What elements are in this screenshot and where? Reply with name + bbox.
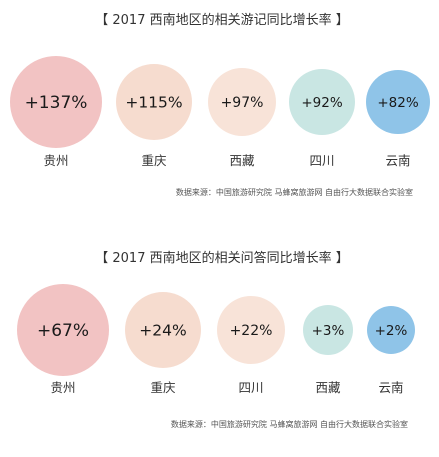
chart-2-value-label-2: +24%	[139, 322, 186, 340]
chart-1-category-label-1: 贵州	[43, 153, 68, 168]
chart-1-value-label-2: +115%	[125, 94, 182, 112]
chart-1-bubble-5	[366, 70, 430, 134]
chart-2-bubble-3	[217, 296, 285, 364]
chart-1-bubble-4	[289, 69, 355, 135]
chart-1-value-label-5: +82%	[377, 95, 418, 111]
chart-2-title: 【 2017 西南地区的相关问答同比增长率 】	[95, 250, 348, 266]
chart-2-bubble-2	[125, 292, 201, 368]
chart-1-bubbles: +137% 贵州 +115% 重庆 +97% 西藏 +92% 四川 +82% 云南	[10, 56, 430, 168]
chart-1-value-label-3: +97%	[221, 95, 264, 111]
chart-1: 【 2017 西南地区的相关游记同比增长率 】 +137% 贵州 +115% 重庆 +9…	[10, 12, 430, 197]
chart-2-category-label-2: 重庆	[150, 380, 176, 395]
chart-2-value-label-1: +67%	[37, 321, 89, 341]
chart-1-bubble-3	[208, 68, 276, 136]
chart-1-title: 【 2017 西南地区的相关游记同比增长率 】	[95, 12, 348, 28]
chart-1-value-label-4: +92%	[301, 95, 342, 111]
chart-2-category-label-5: 云南	[378, 380, 403, 395]
chart-1-value-label-1: +137%	[25, 93, 88, 113]
chart-1-category-label-2: 重庆	[141, 153, 167, 168]
chart-1-source: 数据来源：中国旅游研究院 马蜂窝旅游网 自由行大数据联合实验室	[176, 187, 413, 197]
chart-2-category-label-3: 四川	[238, 380, 263, 395]
chart-1-bubble-1	[10, 56, 102, 148]
chart-2-category-label-1: 贵州	[50, 380, 75, 395]
chart-1-category-label-4: 四川	[309, 153, 334, 168]
chart-2-value-label-4: +3%	[312, 323, 345, 339]
chart-2-bubble-4	[303, 305, 353, 355]
chart-1-bubble-2	[116, 64, 192, 140]
chart-2-value-label-5: +2%	[375, 323, 408, 339]
chart-2-category-label-4: 西藏	[315, 380, 341, 395]
chart-2-bubbles: +67% 贵州 +24% 重庆 +22% 四川 +3% 西藏 +2% 云南	[17, 284, 415, 395]
chart-2-value-label-3: +22%	[230, 323, 273, 339]
chart-1-category-label-5: 云南	[385, 153, 410, 168]
chart-2-bubble-1	[17, 284, 109, 376]
chart-2: 【 2017 西南地区的相关问答同比增长率 】 +67% 贵州 +24% 重庆 +22%…	[17, 250, 415, 429]
chart-1-category-label-3: 西藏	[229, 153, 255, 168]
chart-2-source: 数据来源：中国旅游研究院 马蜂窝旅游网 自由行大数据联合实验室	[171, 419, 408, 429]
chart-2-bubble-5	[367, 306, 415, 354]
